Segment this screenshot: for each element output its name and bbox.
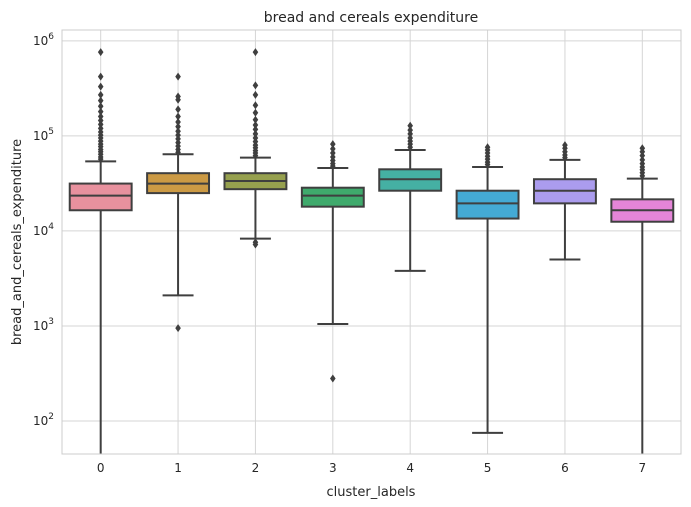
- x-tick-label: 4: [406, 461, 414, 475]
- x-axis-label: cluster_labels: [327, 485, 416, 500]
- outlier-point: [175, 122, 181, 131]
- box-cluster-7: [610, 144, 675, 454]
- outlier-point: [407, 121, 413, 130]
- outlier-point: [97, 107, 104, 116]
- outlier-point: [97, 102, 104, 111]
- box-cluster-4: [378, 121, 443, 272]
- outlier-point: [252, 81, 259, 90]
- plot-frame: [61, 29, 682, 455]
- x-tick-label: 7: [638, 461, 646, 475]
- box-cluster-5: [455, 143, 520, 434]
- box-cluster-0: [68, 48, 133, 454]
- outlier-point: [252, 121, 259, 130]
- outlier-point: [175, 117, 181, 126]
- outlier-point: [175, 127, 181, 136]
- outlier-point: [97, 96, 104, 105]
- outlier-point: [252, 133, 259, 142]
- outlier-point: [639, 155, 646, 164]
- box-cluster-2: [223, 48, 288, 249]
- outlier-point: [175, 105, 181, 114]
- x-tick-label: 1: [174, 461, 182, 475]
- y-axis-label: bread_and_cereals_expenditure: [10, 139, 25, 345]
- outlier-point: [252, 108, 259, 117]
- outlier-point: [252, 90, 259, 99]
- x-tick-label: 5: [484, 461, 492, 475]
- chart-title: bread and cereals expenditure: [264, 10, 478, 26]
- outlier-point: [252, 129, 259, 138]
- outlier-point: [407, 133, 413, 142]
- gridlines: [62, 30, 681, 454]
- y-tick-label: 106: [33, 32, 54, 48]
- y-tick-label: 104: [33, 222, 54, 238]
- outlier-point: [330, 140, 336, 149]
- outlier-point: [97, 82, 104, 91]
- x-tick-labels: 0 1 2 3 4 5 6 7: [97, 461, 646, 475]
- iqr-box: [300, 186, 365, 208]
- outlier-point: [97, 116, 104, 125]
- outlier-point: [484, 143, 491, 152]
- y-tick-label: 105: [33, 127, 54, 143]
- y-tick-label: 103: [33, 317, 54, 333]
- outlier-point: [252, 238, 259, 247]
- box-cluster-3: [300, 140, 365, 383]
- y-tick-label: 102: [33, 412, 54, 428]
- y-tick-labels: 102 103 104 105 106: [33, 32, 54, 428]
- x-tick-label: 3: [329, 461, 337, 475]
- outlier-point: [330, 144, 336, 153]
- x-tick-label: 0: [97, 461, 105, 475]
- box-cluster-1: [146, 72, 211, 333]
- outlier-point: [175, 324, 181, 333]
- iqr-box: [455, 189, 520, 220]
- outlier-point: [562, 141, 568, 150]
- outlier-point: [97, 112, 104, 121]
- outlier-point: [330, 149, 336, 158]
- outlier-point: [97, 72, 104, 81]
- boxes: [68, 48, 675, 454]
- x-tick-label: 2: [252, 461, 260, 475]
- outlier-point: [175, 112, 181, 121]
- iqr-box: [68, 182, 133, 212]
- outlier-point: [97, 90, 104, 99]
- outlier-point: [175, 92, 181, 101]
- outlier-point: [252, 101, 259, 110]
- outlier-point: [175, 72, 181, 81]
- box-cluster-6: [532, 141, 597, 261]
- outlier-point: [97, 48, 104, 57]
- outlier-point: [252, 115, 259, 124]
- outlier-point: [252, 48, 259, 57]
- outlier-point: [639, 144, 646, 153]
- outlier-point: [330, 374, 336, 383]
- outlier-point: [407, 126, 413, 135]
- outlier-point: [252, 125, 259, 134]
- x-tick-label: 6: [561, 461, 569, 475]
